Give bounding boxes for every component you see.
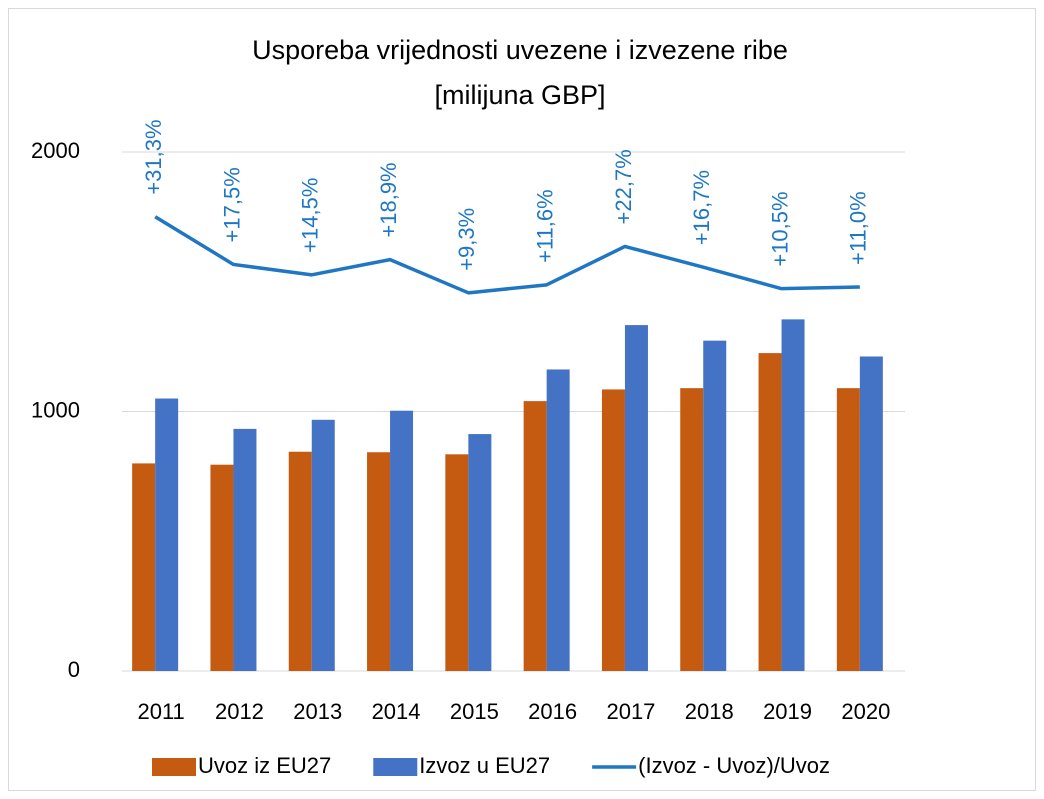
chart-subtitle: [milijuna GBP] bbox=[434, 80, 605, 110]
x-tick-label: 2015 bbox=[450, 699, 499, 724]
bar bbox=[758, 353, 782, 671]
x-tick-label: 2019 bbox=[763, 699, 812, 724]
bar bbox=[367, 452, 391, 671]
data-label: +10,5% bbox=[767, 191, 792, 266]
legend-swatch bbox=[152, 758, 196, 776]
x-tick-label: 2016 bbox=[528, 699, 577, 724]
bar bbox=[601, 389, 625, 671]
data-label: +16,7% bbox=[689, 170, 714, 245]
x-tick-label: 2012 bbox=[215, 699, 264, 724]
data-label: +17,5% bbox=[219, 167, 244, 242]
data-label: +11,6% bbox=[532, 189, 557, 263]
bar bbox=[703, 340, 727, 671]
data-label: +14,5% bbox=[298, 178, 323, 253]
bar bbox=[445, 454, 469, 671]
data-label: +18,9% bbox=[376, 162, 401, 237]
bar bbox=[210, 464, 234, 671]
y-tick-label: 1000 bbox=[31, 397, 80, 422]
chart-title: Usporeba vrijednosti uvezene i izvezene … bbox=[252, 35, 788, 65]
data-label: +11,0% bbox=[846, 191, 871, 265]
bar bbox=[155, 398, 179, 671]
bar bbox=[546, 369, 570, 671]
bar bbox=[288, 451, 312, 671]
bar bbox=[624, 325, 648, 671]
y-tick-label: 2000 bbox=[31, 138, 80, 163]
bar bbox=[233, 428, 257, 671]
legend-label: Uvoz iz EU27 bbox=[198, 753, 331, 778]
legend-label: Izvoz u EU27 bbox=[419, 753, 550, 778]
x-tick-label: 2020 bbox=[841, 699, 890, 724]
y-tick-label: 0 bbox=[68, 657, 80, 682]
bar bbox=[390, 410, 414, 671]
data-label: +22,7% bbox=[611, 149, 636, 224]
bar bbox=[468, 434, 492, 671]
legend-label: (Izvoz - Uvoz)/Uvoz bbox=[638, 753, 830, 778]
bar bbox=[859, 356, 883, 671]
legend-swatch bbox=[373, 758, 418, 776]
x-tick-label: 2017 bbox=[606, 699, 655, 724]
x-tick-label: 2018 bbox=[685, 699, 734, 724]
line-series bbox=[154, 215, 860, 295]
x-tick-label: 2011 bbox=[137, 699, 184, 724]
x-tick-label: 2014 bbox=[372, 699, 421, 724]
data-label: +9,3% bbox=[454, 208, 479, 271]
x-tick-label: 2013 bbox=[293, 699, 342, 724]
bar bbox=[836, 388, 860, 671]
data-label: +31,3% bbox=[141, 119, 166, 194]
bar bbox=[132, 463, 156, 671]
bar bbox=[781, 319, 805, 671]
bar bbox=[523, 401, 547, 671]
bar bbox=[311, 419, 335, 671]
bar bbox=[680, 388, 704, 671]
